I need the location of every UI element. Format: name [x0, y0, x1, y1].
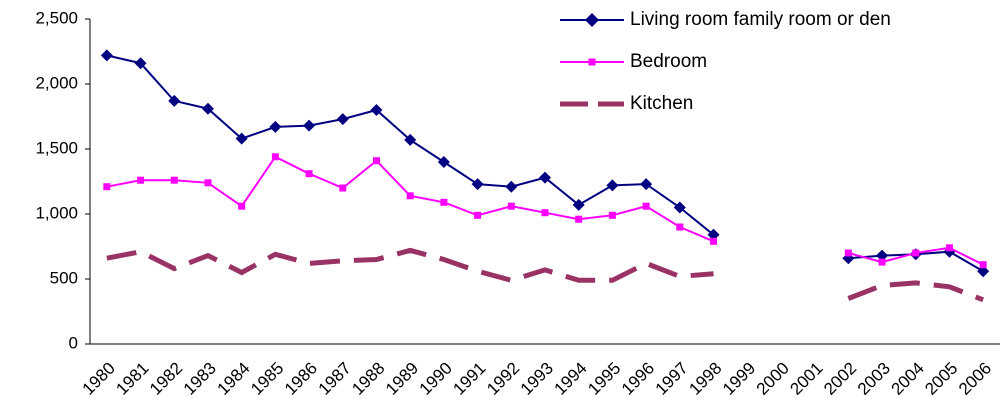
- x-tick-label: 1990: [416, 359, 456, 399]
- point: [370, 104, 383, 116]
- point: [505, 180, 518, 193]
- point: [945, 244, 953, 252]
- x-tick-label: 1985: [247, 359, 287, 399]
- x-tick-label: 2005: [921, 359, 961, 399]
- point: [606, 179, 619, 192]
- point: [170, 176, 178, 184]
- point: [303, 119, 316, 132]
- point: [336, 113, 349, 126]
- x-tick-label: 1991: [449, 359, 489, 399]
- point: [642, 202, 650, 210]
- x-tick-label: 2006: [955, 359, 995, 399]
- x-tick-label: 1992: [483, 359, 523, 399]
- point: [710, 237, 718, 245]
- legend-marker: [585, 13, 599, 27]
- point: [372, 157, 380, 165]
- legend-label: Bedroom: [630, 51, 707, 72]
- point: [541, 209, 549, 217]
- point: [608, 211, 616, 219]
- y-tick-label: 1,000: [35, 203, 78, 222]
- legend-label: Living room family room or den: [630, 9, 891, 30]
- point: [134, 57, 147, 70]
- point: [305, 170, 313, 178]
- x-tick-label: 1995: [584, 359, 624, 399]
- point: [844, 249, 852, 257]
- x-tick-label: 1996: [618, 359, 658, 399]
- point: [676, 223, 684, 231]
- series-line: [106, 247, 985, 303]
- point: [440, 198, 448, 206]
- x-tick-label: 1986: [281, 359, 321, 399]
- point: [878, 258, 886, 266]
- point: [507, 202, 515, 210]
- point: [103, 183, 111, 191]
- point: [137, 176, 145, 184]
- y-tick-label: 2,000: [35, 73, 78, 92]
- point: [572, 198, 585, 211]
- point: [404, 133, 417, 146]
- point: [640, 178, 653, 191]
- x-tick-label: 1987: [315, 359, 355, 399]
- x-tick-label: 1993: [517, 359, 557, 399]
- x-tick-label: 1984: [213, 359, 253, 399]
- y-tick-label: 500: [50, 268, 78, 287]
- point: [842, 252, 855, 265]
- x-tick-label: 1981: [112, 359, 152, 399]
- point: [979, 261, 987, 269]
- x-tick-label: 1994: [551, 359, 591, 399]
- point: [269, 120, 282, 133]
- point: [204, 179, 212, 187]
- point: [339, 184, 347, 192]
- point: [168, 94, 181, 107]
- x-tick-label: 1983: [180, 359, 220, 399]
- point: [673, 201, 686, 214]
- x-tick-label: 1982: [146, 359, 186, 399]
- point: [235, 132, 248, 145]
- point: [539, 171, 551, 184]
- point: [474, 211, 482, 219]
- x-tick-label: 1980: [79, 359, 119, 399]
- point: [406, 192, 414, 200]
- x-tick-label: 2004: [888, 359, 928, 399]
- series-line: [106, 54, 984, 273]
- x-tick-label: 2000: [753, 359, 793, 399]
- point: [437, 156, 450, 168]
- point: [471, 178, 484, 191]
- legend-marker: [588, 58, 596, 66]
- point: [912, 249, 920, 257]
- y-tick-label: 0: [69, 333, 78, 352]
- x-tick-label: 2002: [820, 359, 860, 399]
- x-tick-label: 1989: [382, 359, 422, 399]
- y-tick-label: 2,500: [35, 8, 78, 27]
- x-tick-label: 2003: [854, 359, 894, 399]
- point: [238, 202, 246, 210]
- point: [100, 49, 113, 62]
- point: [271, 153, 279, 161]
- x-tick-label: 2001: [786, 359, 826, 399]
- point: [575, 215, 583, 223]
- legend-label: Kitchen: [630, 93, 693, 114]
- point: [201, 102, 214, 115]
- x-tick-label: 1997: [652, 359, 692, 399]
- x-tick-label: 1988: [348, 359, 388, 399]
- y-tick-label: 1,500: [35, 138, 78, 157]
- x-tick-label: 1998: [685, 359, 725, 399]
- x-tick-label: 1999: [719, 359, 759, 399]
